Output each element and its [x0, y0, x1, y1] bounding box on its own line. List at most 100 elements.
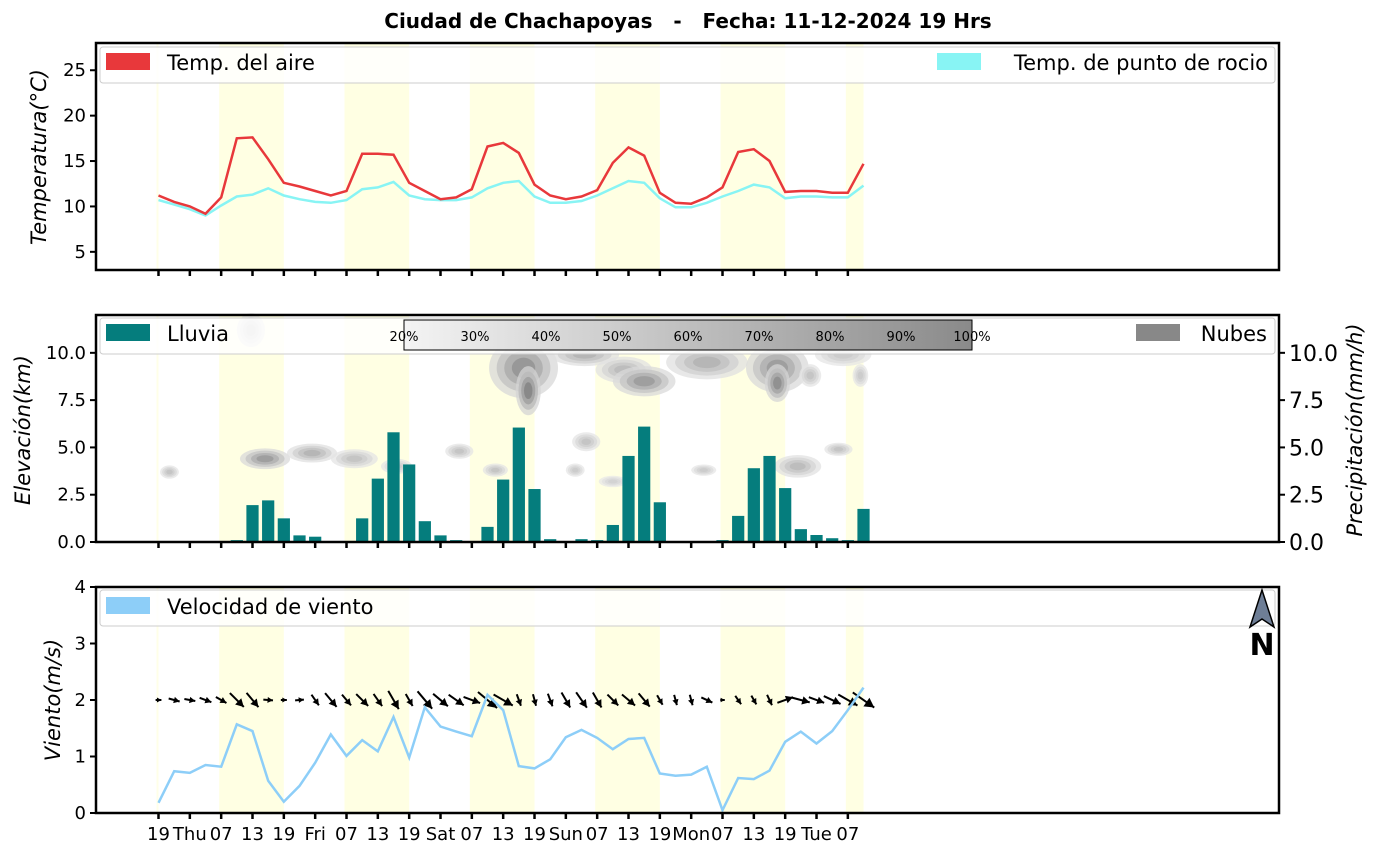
rain-bar — [794, 529, 807, 542]
colorbar-label: 60% — [674, 330, 703, 345]
daylight-band — [156, 315, 159, 542]
wind-arrow — [416, 690, 433, 710]
rain-bar — [262, 500, 275, 542]
rain-bar — [481, 526, 494, 542]
wind-ylabel: Viento(m/s) — [41, 639, 65, 761]
rain-bar — [293, 535, 306, 542]
wind-arrow — [155, 697, 162, 703]
wind-arrow — [372, 693, 383, 707]
x-tick-label: Sat — [426, 824, 456, 845]
y-tick-label: 1 — [75, 747, 86, 768]
legend-label-air-temp: Temp. del aire — [166, 51, 315, 75]
temperature-axes-frame — [94, 41, 1281, 272]
cloud-contour — [581, 438, 592, 445]
temperature-legend: Temp. del aire Temp. de punto de rocio — [99, 46, 1276, 84]
series-line — [158, 179, 865, 217]
wind-arrow — [720, 697, 725, 703]
cloud-contour — [608, 479, 618, 484]
wind-arrow — [404, 693, 414, 707]
wind-arrow — [688, 694, 695, 706]
cloud-contour — [346, 455, 363, 462]
y-tick-label: 25 — [63, 60, 86, 81]
y-tick-label-right: 0.0 — [1289, 531, 1324, 556]
legend-swatch-wind — [106, 597, 150, 614]
rain-bar — [747, 468, 760, 542]
wind-arrow — [355, 693, 369, 707]
y-tick-label: 5 — [75, 242, 86, 263]
x-tick-label: 13 — [492, 824, 515, 845]
x-tick-label: 13 — [241, 824, 264, 845]
rain-bar — [544, 539, 557, 542]
cloud-contour — [699, 468, 708, 473]
rain-bar — [309, 536, 322, 542]
wind-arrow — [734, 695, 742, 705]
y-tick-label: 10 — [63, 196, 86, 217]
rain-bar — [356, 518, 369, 542]
temperature-panel: 5 10 15 20 25 Temp. del aire Temp. de punto … — [27, 41, 1281, 276]
rain-bar — [418, 521, 431, 542]
x-tick-label: 19 — [272, 824, 295, 845]
wind-arrow — [700, 696, 713, 704]
y-tick-label: 0 — [75, 803, 86, 824]
x-tick-label: Thu — [172, 824, 207, 845]
wind-arrow — [263, 696, 274, 703]
legend-label-clouds: Nubes — [1201, 322, 1267, 346]
cloud-colorbar — [403, 319, 973, 351]
wind-axes-frame — [94, 585, 1281, 815]
wind-arrow — [387, 690, 400, 710]
x-tick-label: 07 — [836, 824, 859, 845]
rain-bar — [857, 508, 870, 542]
colorbar-label: 30% — [461, 330, 490, 345]
rain-bar — [403, 464, 416, 542]
cloud-contour — [454, 448, 465, 454]
y-tick-label-right: 7.5 — [1289, 389, 1324, 414]
y-tick-label: 5.0 — [57, 437, 86, 458]
rain-bar — [497, 479, 510, 542]
wind-arrow — [656, 694, 664, 706]
y-tick-label: 2.5 — [57, 485, 86, 506]
cloud-contour — [572, 467, 579, 473]
rain-bar — [638, 426, 651, 542]
wind-arrow — [606, 693, 619, 707]
wind-arrow — [432, 693, 449, 707]
cloud-contour — [789, 462, 806, 471]
rain-bar — [732, 515, 745, 542]
colorbar-label: 20% — [390, 330, 419, 345]
wind-arrow — [766, 694, 773, 706]
chart-title: Ciudad de Chachapoyas - Fecha: 11-12-202… — [384, 9, 991, 33]
y-tick-label: 15 — [63, 151, 86, 172]
wind-arrow — [672, 694, 679, 706]
x-tick-label: 19 — [774, 824, 797, 845]
wind-arrow — [184, 696, 196, 704]
x-tick-label: Tue — [800, 824, 832, 845]
wind-arrow — [215, 696, 227, 704]
rain-bar — [387, 432, 400, 542]
wind-speed-line — [157, 686, 865, 814]
precipitation-ylabel-right: Precipitación(mm/h) — [1343, 323, 1367, 536]
cloud-contour — [256, 455, 274, 463]
cloud-contour — [833, 447, 844, 452]
cloud-contour — [857, 371, 864, 380]
north-label: N — [1249, 628, 1274, 663]
y-tick-label: 7.5 — [57, 390, 86, 411]
x-tick-label: 19 — [523, 824, 546, 845]
x-tick-label: 07 — [460, 824, 483, 845]
cloud-contour — [166, 469, 173, 475]
legend-swatch-clouds — [1136, 324, 1180, 341]
cloud-contour — [633, 376, 655, 387]
x-tick-label: 19 — [398, 824, 421, 845]
rain-bar — [512, 427, 525, 542]
wind-arrow — [310, 694, 320, 706]
legend-label-rain: Lluvia — [167, 322, 229, 346]
y-tick-label-right: 5.0 — [1289, 436, 1324, 461]
cloud-contour — [773, 376, 782, 390]
cloud-contour — [806, 371, 814, 380]
cloud-contour — [692, 356, 721, 369]
y-tick-label-right: 10.0 — [1289, 342, 1338, 367]
daylight-band — [845, 43, 864, 270]
rain-bar — [528, 489, 541, 542]
wind-arrow — [637, 692, 651, 708]
north-arrow-icon: N — [1248, 587, 1276, 663]
rain-bar — [653, 502, 666, 542]
rain-bar — [826, 538, 839, 542]
